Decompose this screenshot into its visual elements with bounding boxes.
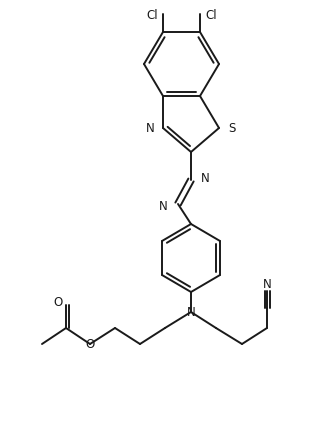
Text: O: O — [53, 297, 63, 309]
Text: N: N — [187, 305, 195, 318]
Text: N: N — [263, 278, 272, 290]
Text: N: N — [145, 122, 154, 135]
Text: O: O — [86, 337, 95, 350]
Text: Cl: Cl — [146, 9, 158, 23]
Text: N: N — [201, 171, 210, 185]
Text: Cl: Cl — [205, 9, 217, 23]
Text: S: S — [228, 122, 236, 135]
Text: N: N — [159, 199, 168, 213]
